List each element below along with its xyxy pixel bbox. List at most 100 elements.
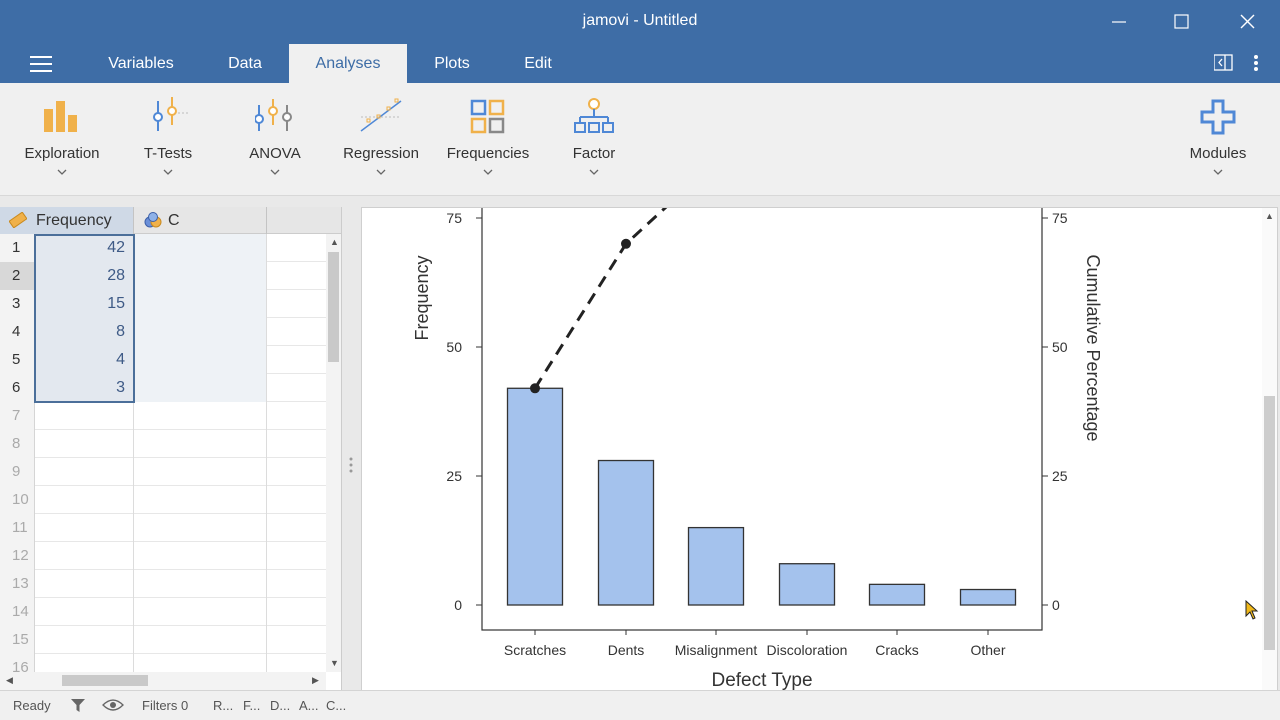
cell-frequency[interactable] (36, 626, 134, 654)
row-number[interactable]: 7 (0, 402, 35, 430)
row-number[interactable]: 15 (0, 626, 35, 654)
cell-frequency[interactable] (36, 486, 134, 514)
cell-c[interactable] (135, 570, 267, 598)
row-number[interactable]: 3 (0, 290, 35, 318)
tab-edit[interactable]: Edit (524, 55, 552, 72)
bar (597, 459, 655, 606)
cell-c[interactable] (135, 374, 267, 402)
cell-c[interactable] (135, 626, 267, 654)
y2-tick-label: 0 (1052, 597, 1060, 613)
hamburger-menu-icon[interactable] (30, 56, 52, 72)
table-row[interactable]: 15 (0, 626, 326, 654)
cell-c[interactable] (135, 402, 267, 430)
tab-plots[interactable]: Plots (434, 55, 470, 72)
scrollbar-thumb[interactable] (62, 675, 148, 686)
cell-frequency[interactable] (36, 654, 134, 682)
table-row[interactable]: 8 (0, 430, 326, 458)
row-number[interactable]: 5 (0, 346, 35, 374)
vertical-scrollbar[interactable]: ▲ ▼ (326, 234, 341, 672)
row-number[interactable]: 13 (0, 570, 35, 598)
cell-c[interactable] (135, 458, 267, 486)
cell-frequency[interactable] (36, 430, 134, 458)
table-row[interactable]: 1 42 (0, 234, 326, 262)
anova-button[interactable]: ANOVA (225, 97, 325, 187)
factor-button[interactable]: Factor (544, 97, 644, 187)
eye-icon[interactable] (102, 698, 124, 712)
column-header-frequency[interactable]: Frequency (0, 207, 134, 234)
cell-frequency[interactable]: 3 (36, 374, 134, 402)
filter-icon[interactable] (70, 697, 86, 713)
table-row[interactable]: 10 (0, 486, 326, 514)
scroll-right-icon[interactable]: ▶ (312, 675, 319, 685)
cell-c[interactable] (135, 598, 267, 626)
cell-frequency[interactable] (36, 514, 134, 542)
tab-analyses[interactable]: Analyses (289, 44, 407, 83)
row-number[interactable]: 2 (0, 262, 35, 290)
cell-frequency[interactable]: 8 (36, 318, 134, 346)
cell-c[interactable] (135, 234, 267, 262)
column-header-c[interactable]: C (135, 207, 267, 234)
cell-frequency[interactable] (36, 458, 134, 486)
maximize-icon (1174, 14, 1189, 29)
panel-splitter-icon[interactable] (347, 455, 355, 475)
row-number[interactable]: 8 (0, 430, 35, 458)
cell-frequency[interactable]: 4 (36, 346, 134, 374)
regression-button[interactable]: Regression (331, 97, 431, 187)
table-row[interactable]: 7 (0, 402, 326, 430)
frequencies-button[interactable]: Frequencies (438, 97, 538, 187)
cell-c[interactable] (135, 654, 267, 682)
table-row[interactable]: 12 (0, 542, 326, 570)
cell-c[interactable] (135, 542, 267, 570)
cell-c[interactable] (135, 514, 267, 542)
close-button[interactable] (1228, 8, 1268, 36)
scrollbar-thumb[interactable] (328, 252, 339, 362)
minimize-button[interactable] (1100, 8, 1140, 36)
row-number[interactable]: 11 (0, 514, 35, 542)
factor-icon (574, 98, 614, 133)
row-number[interactable]: 4 (0, 318, 35, 346)
cell-c[interactable] (135, 262, 267, 290)
cell-frequency[interactable] (36, 570, 134, 598)
cell-frequency[interactable]: 15 (36, 290, 134, 318)
scroll-left-icon[interactable]: ◀ (6, 675, 13, 685)
cell-c[interactable] (135, 290, 267, 318)
cell-c[interactable] (135, 486, 267, 514)
maximize-button[interactable] (1162, 8, 1202, 36)
row-number[interactable]: 6 (0, 374, 35, 402)
row-number[interactable]: 12 (0, 542, 35, 570)
cell-c[interactable] (135, 346, 267, 374)
row-number[interactable]: 10 (0, 486, 35, 514)
plus-icon (1200, 99, 1236, 135)
cell-c[interactable] (135, 430, 267, 458)
table-row[interactable]: 11 (0, 514, 326, 542)
cell-c[interactable] (135, 318, 267, 346)
scrollbar-thumb[interactable] (1264, 396, 1275, 650)
row-number[interactable]: 14 (0, 598, 35, 626)
exploration-button[interactable]: Exploration (12, 97, 112, 187)
cell-frequency[interactable] (36, 542, 134, 570)
cell-frequency[interactable] (36, 402, 134, 430)
scroll-up-icon[interactable]: ▲ (1265, 211, 1274, 221)
table-row[interactable]: 13 (0, 570, 326, 598)
horizontal-scrollbar[interactable]: ◀ ▶ (0, 672, 326, 690)
scroll-up-icon[interactable]: ▲ (330, 237, 339, 247)
t-tests-button[interactable]: T-Tests (118, 97, 218, 187)
table-row[interactable]: 2 28 (0, 262, 326, 290)
table-row[interactable]: 3 15 (0, 290, 326, 318)
row-number[interactable]: 1 (0, 234, 35, 262)
table-row[interactable]: 9 (0, 458, 326, 486)
row-number[interactable]: 9 (0, 458, 35, 486)
cell-frequency[interactable]: 42 (36, 234, 134, 262)
toggle-panel-icon[interactable] (1213, 54, 1270, 74)
scroll-down-icon[interactable]: ▼ (330, 658, 339, 668)
cell-frequency[interactable] (36, 598, 134, 626)
modules-button[interactable]: Modules (1168, 97, 1268, 187)
table-row[interactable]: 14 (0, 598, 326, 626)
tab-variables[interactable]: Variables (108, 55, 174, 72)
results-vertical-scrollbar[interactable]: ▲ ▼ (1262, 208, 1277, 702)
tab-data[interactable]: Data (228, 55, 262, 72)
cell-frequency[interactable]: 28 (36, 262, 134, 290)
